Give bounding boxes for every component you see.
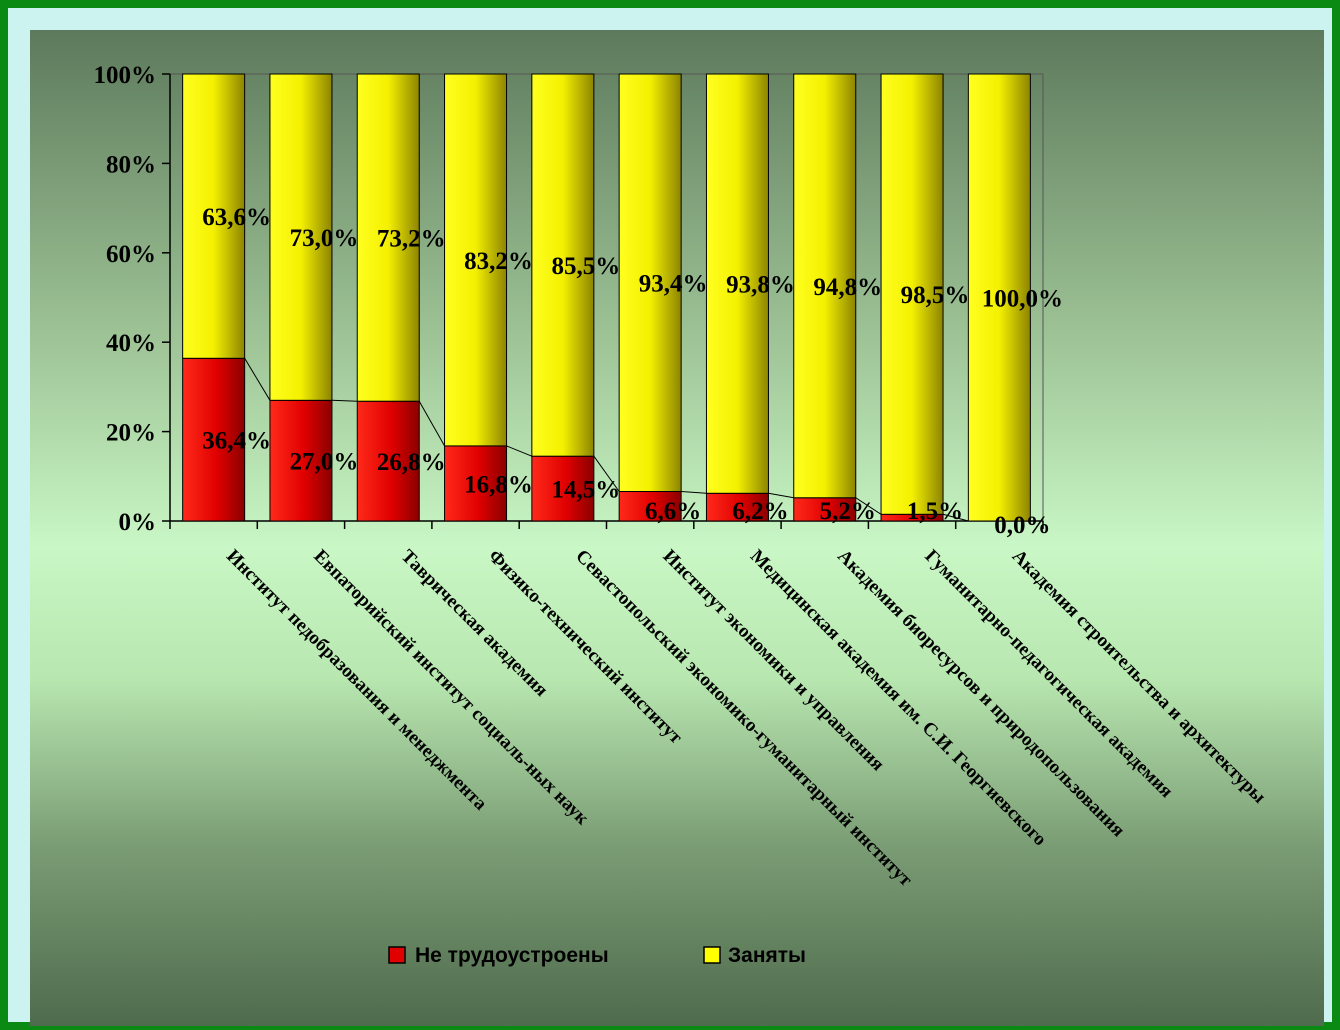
data-label-not-employed: 26,8% (377, 449, 446, 476)
y-tick-label: 0% (119, 509, 157, 536)
bar-not-employed (618, 490, 682, 522)
data-label-employed: 83,2% (464, 248, 533, 275)
bar-employed (531, 73, 595, 457)
category-label: Медицинская академия им. С.И. Георгиевск… (746, 546, 1050, 850)
data-label-not-employed: 36,4% (202, 428, 271, 455)
data-label-employed: 98,5% (901, 282, 970, 309)
y-tick-label: 20% (106, 420, 156, 447)
data-label-employed: 93,4% (639, 271, 708, 298)
series-line (331, 399, 358, 402)
bar-employed (182, 73, 246, 359)
bar-employed (269, 73, 333, 401)
legend-label-not-employed: Не трудоустроены (415, 944, 609, 967)
chart-panel: 0% 20% 40% 60% 80% 100% 63,6% 36,4% 73,0% 27,0% 7… (30, 30, 1324, 1026)
legend: Не трудоустроены Заняты (388, 944, 806, 967)
y-tick-label: 80% (106, 151, 156, 178)
bar-employed (356, 73, 420, 402)
series-line (942, 513, 969, 522)
bar-not-employed (531, 455, 595, 522)
bars (182, 73, 1031, 522)
series-line (244, 358, 271, 401)
bar-employed (880, 73, 944, 515)
data-label-not-employed: 14,5% (551, 477, 620, 504)
category-label: Таврическая академия (397, 546, 552, 701)
axes: 0% 20% 40% 60% 80% 100% (94, 62, 1044, 536)
legend-swatch-employed (703, 946, 721, 964)
bar-employed (967, 73, 1031, 522)
data-label-not-employed: 0,0% (994, 512, 1050, 539)
series-line (506, 445, 533, 457)
data-label-employed: 100,0% (982, 286, 1063, 313)
data-label-employed: 73,0% (290, 225, 359, 252)
data-label-employed: 73,2% (377, 226, 446, 253)
bar-not-employed (182, 357, 246, 522)
data-label-employed: 93,8% (726, 272, 795, 299)
bar-employed (618, 73, 682, 492)
bar-not-employed (269, 399, 333, 522)
series-line (418, 400, 445, 447)
series-line (768, 492, 794, 499)
data-label-not-employed: 1,5% (907, 498, 963, 525)
category-label: Физико-технический институт (484, 546, 687, 749)
data-label-employed: 94,8% (813, 274, 882, 301)
series-line (593, 455, 620, 492)
bar-employed (705, 73, 769, 494)
bar-employed (793, 73, 857, 499)
bar-employed (444, 73, 508, 447)
category-label: Севастопольский экономико-гуманитарный и… (571, 546, 916, 891)
series-line (855, 497, 882, 515)
data-labels: 63,6% 36,4% 73,0% 27,0% 73,2% 26,8% 83,2% 16,8%… (202, 204, 1063, 539)
stacked-bar-chart: 0% 20% 40% 60% 80% 100% 63,6% 36,4% 73,0% 27,0% 7… (94, 62, 1270, 967)
y-tick-label: 40% (106, 330, 156, 357)
data-label-not-employed: 6,6% (645, 498, 701, 525)
bar-not-employed (444, 445, 508, 522)
category-labels: Институт педобразования и менеджментаЕвп… (222, 546, 1270, 891)
data-label-not-employed: 6,2% (732, 498, 788, 525)
series-lines (244, 358, 969, 522)
data-label-not-employed: 5,2% (820, 498, 876, 525)
data-label-not-employed: 27,0% (290, 449, 359, 476)
y-tick-label: 100% (94, 62, 157, 89)
legend-label-employed: Заняты (728, 944, 806, 967)
data-label-employed: 85,5% (551, 253, 620, 280)
legend-swatch-not-employed (388, 946, 406, 964)
y-tick-label: 60% (106, 241, 156, 268)
data-label-employed: 63,6% (202, 204, 271, 231)
data-label-not-employed: 16,8% (464, 471, 533, 498)
chart-frame: 0% 20% 40% 60% 80% 100% 63,6% 36,4% 73,0% 27,0% 7… (8, 8, 1332, 1026)
series-line (681, 490, 707, 494)
